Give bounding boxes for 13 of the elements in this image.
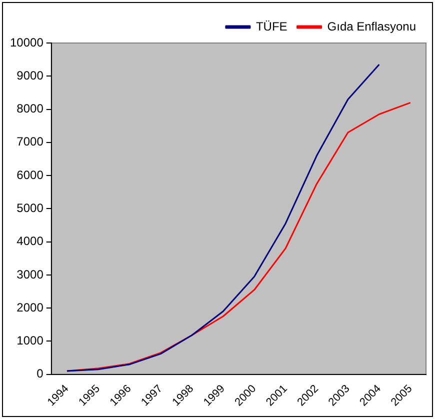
y-tick-label: 3000 <box>16 267 44 282</box>
y-tick-label: 2000 <box>16 300 44 314</box>
y-tick-label: 6000 <box>16 168 44 182</box>
legend-label: Gıda Enflasyonu <box>327 19 416 34</box>
y-tick-label: 10000 <box>10 35 44 50</box>
y-tick-label: 1000 <box>16 334 44 348</box>
y-tick-label: 7000 <box>16 134 44 149</box>
y-tick-label: 8000 <box>16 102 44 116</box>
y-tick-label: 4000 <box>16 234 44 248</box>
y-tick-label: 9000 <box>16 68 44 82</box>
legend-label: TÜFE <box>256 19 288 34</box>
y-tick-label: 0 <box>36 366 44 381</box>
y-tick-label: 5000 <box>16 200 44 215</box>
